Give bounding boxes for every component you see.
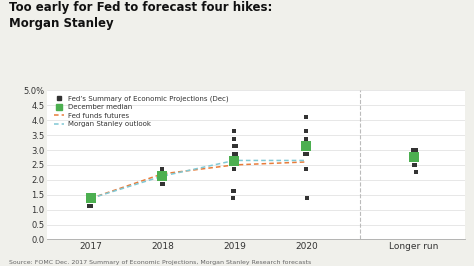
Point: [232, 159, 239, 163]
Point: [232, 152, 239, 156]
Point: [302, 144, 310, 148]
Point: [302, 144, 310, 148]
Point: [411, 163, 419, 167]
Point: [301, 144, 309, 148]
Point: [159, 174, 166, 178]
Point: [411, 148, 419, 152]
Point: [159, 174, 167, 178]
Point: [230, 137, 238, 141]
Point: [231, 159, 238, 163]
Point: [230, 167, 238, 171]
Point: [412, 148, 419, 152]
Point: [87, 204, 94, 208]
Point: [86, 196, 93, 201]
Point: [230, 129, 238, 134]
Point: [157, 174, 165, 178]
Point: [302, 167, 310, 171]
Point: [229, 196, 237, 201]
Point: [409, 148, 417, 152]
Point: [303, 196, 310, 201]
Point: [411, 155, 419, 160]
Point: [303, 152, 311, 156]
Point: [301, 144, 309, 148]
Point: [87, 196, 94, 201]
Point: [301, 144, 309, 148]
Point: [86, 196, 94, 201]
Point: [410, 155, 418, 160]
Point: [158, 174, 165, 178]
Point: [231, 159, 239, 163]
Point: [230, 152, 237, 156]
Legend: Fed’s Summary of Economic Projections (Dec), December median, Fed funds futures,: Fed’s Summary of Economic Projections (D…: [51, 92, 231, 130]
Text: Source: FOMC Dec. 2017 Summary of Economic Projections, Morgan Stanley Research : Source: FOMC Dec. 2017 Summary of Econom…: [9, 260, 312, 265]
Point: [302, 144, 310, 148]
Point: [302, 137, 310, 141]
Point: [411, 155, 419, 160]
Point: [158, 167, 166, 171]
Point: [230, 137, 238, 141]
Point: [231, 159, 239, 163]
Point: [88, 196, 95, 201]
Point: [232, 159, 239, 163]
Point: [88, 196, 95, 201]
Point: [159, 181, 167, 186]
Point: [303, 144, 310, 148]
Text: Too early for Fed to forecast four hikes:: Too early for Fed to forecast four hikes…: [9, 1, 273, 14]
Point: [158, 174, 165, 178]
Point: [85, 196, 93, 201]
Point: [302, 114, 310, 119]
Point: [302, 144, 310, 148]
Point: [303, 144, 310, 148]
Point: [230, 159, 238, 163]
Point: [412, 155, 420, 160]
Point: [88, 196, 96, 201]
Point: [412, 148, 420, 152]
Point: [158, 174, 165, 178]
Point: [159, 181, 166, 186]
Point: [409, 155, 416, 160]
Point: [412, 155, 419, 160]
Point: [412, 170, 420, 174]
Point: [230, 167, 238, 171]
Point: [411, 148, 419, 152]
Point: [301, 152, 309, 156]
Point: [412, 148, 419, 152]
Point: [158, 181, 166, 186]
Point: [410, 148, 418, 152]
Point: [303, 152, 310, 156]
Point: [158, 174, 166, 178]
Point: [229, 189, 237, 193]
Point: [87, 196, 95, 201]
Point: [88, 196, 95, 201]
Point: [411, 155, 419, 160]
Point: [159, 174, 166, 178]
Point: [159, 181, 167, 186]
Point: [159, 181, 167, 186]
Point: [159, 174, 167, 178]
Text: Morgan Stanley: Morgan Stanley: [9, 17, 114, 30]
Point: [230, 144, 238, 148]
Point: [410, 148, 418, 152]
Point: [86, 196, 94, 201]
Point: [230, 189, 238, 193]
Point: [159, 174, 166, 178]
Point: [158, 167, 166, 171]
Point: [88, 196, 95, 201]
Point: [86, 196, 93, 201]
Point: [85, 196, 93, 201]
Point: [87, 196, 94, 201]
Point: [410, 163, 418, 167]
Point: [302, 144, 310, 148]
Point: [409, 155, 416, 160]
Point: [87, 196, 95, 201]
Point: [159, 174, 167, 178]
Point: [230, 159, 238, 163]
Point: [302, 129, 310, 134]
Point: [232, 144, 239, 148]
Point: [85, 204, 93, 208]
